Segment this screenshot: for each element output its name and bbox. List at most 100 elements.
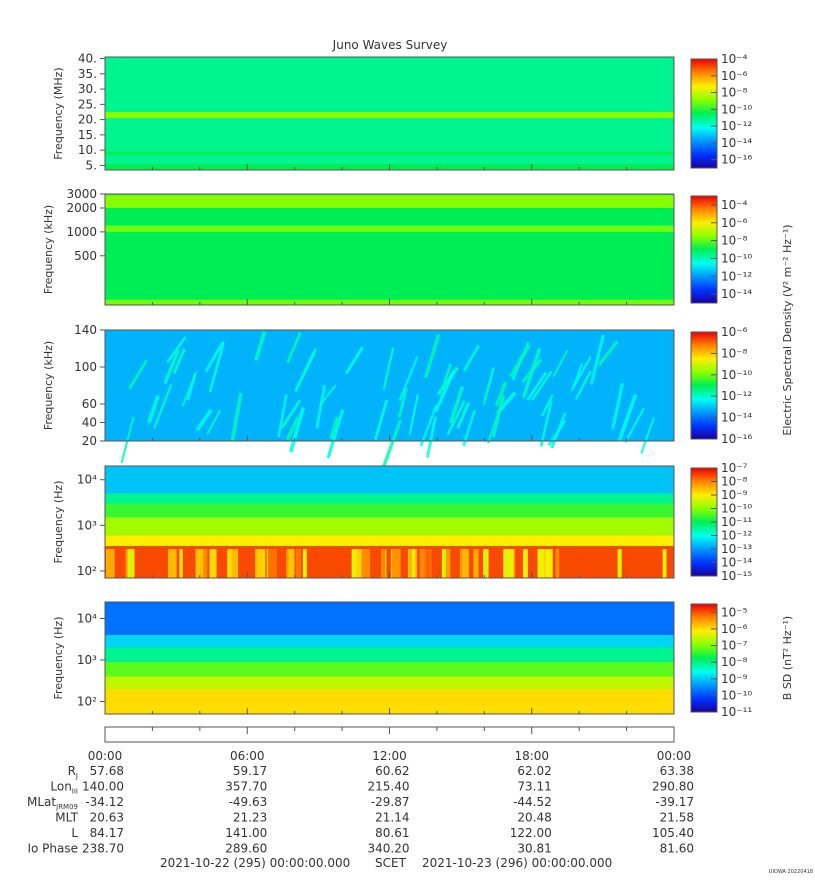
y-tick-label: 10² bbox=[77, 564, 97, 578]
emission-streak bbox=[179, 549, 183, 578]
emission-streak bbox=[419, 404, 438, 447]
y-tick-label: 3000 bbox=[66, 187, 97, 201]
emission-streak bbox=[280, 399, 302, 429]
colorbar-tick-label: 10⁻⁸ bbox=[721, 655, 748, 669]
spectrogram-band bbox=[105, 503, 674, 518]
colorbar-tick-label: 10⁻⁶ bbox=[721, 622, 748, 636]
y-tick-label: 15. bbox=[78, 128, 97, 142]
colorbar-tick-label: 10⁻¹⁴ bbox=[721, 287, 752, 301]
colorbar-tick-label: 10⁻⁵ bbox=[721, 605, 748, 619]
chart-title: Juno Waves Survey bbox=[332, 38, 448, 52]
colorbar-tick-label: 10⁻¹⁰ bbox=[721, 502, 752, 516]
ephemeris-value: 57.68 bbox=[90, 764, 124, 778]
ephemeris-value: 340.20 bbox=[368, 842, 410, 856]
ephemeris-value: 81.60 bbox=[660, 842, 694, 856]
colorbar-tick-label: 10⁻¹⁴ bbox=[721, 136, 752, 150]
emission-streak bbox=[541, 394, 554, 417]
emission-streak bbox=[295, 549, 301, 578]
emission-streak bbox=[462, 344, 480, 372]
colorbar-tick-label: 10⁻¹⁵ bbox=[721, 569, 752, 583]
emission-streak bbox=[662, 549, 667, 578]
ephemeris-label: Io Phase bbox=[27, 842, 78, 856]
colorbar-tick-label: 10⁻¹² bbox=[721, 269, 752, 283]
emission-streak bbox=[230, 549, 239, 578]
emission-streak bbox=[509, 344, 531, 378]
y-tick-label: 60 bbox=[82, 397, 97, 411]
emission-streak bbox=[127, 549, 134, 578]
spectrogram-panel-4: 10⁴ 10³ 10² Frequency (Hz) bbox=[52, 465, 675, 579]
emission-streak bbox=[428, 549, 432, 578]
emission-streak bbox=[172, 348, 186, 375]
emission-streak bbox=[574, 370, 592, 400]
y-tick-label: 500 bbox=[74, 249, 97, 263]
emission-streak bbox=[201, 549, 208, 578]
emission-streak bbox=[487, 394, 506, 444]
emission-streak bbox=[286, 331, 302, 364]
emission-streak bbox=[181, 371, 198, 407]
y-tick-label: 100 bbox=[74, 360, 97, 374]
emission-streak bbox=[555, 549, 560, 578]
colorbar-tick-label: 10⁻¹² bbox=[721, 529, 752, 543]
y-tick-label: 10⁴ bbox=[77, 473, 97, 487]
emission-streak bbox=[227, 549, 232, 578]
y-tick-label: 40 bbox=[82, 416, 97, 430]
y-tick-label: 140 bbox=[74, 323, 97, 337]
colorbar-gradient bbox=[690, 603, 718, 713]
colorbar-tick-label: 10⁻⁶ bbox=[721, 69, 748, 83]
emission-streak bbox=[571, 363, 583, 389]
emission-streak bbox=[397, 387, 408, 418]
emission-streak bbox=[106, 549, 115, 578]
emission-streak bbox=[120, 416, 135, 464]
ephemeris-label: MLT bbox=[55, 811, 78, 825]
ephemeris-value: 290.80 bbox=[652, 780, 694, 794]
emission-streak bbox=[617, 394, 638, 442]
emission-streak bbox=[539, 400, 553, 447]
emission-streak bbox=[398, 356, 419, 402]
emission-streak bbox=[293, 352, 316, 393]
ephemeris-value: 84.17 bbox=[90, 826, 124, 840]
y-tick-label: 35. bbox=[78, 67, 97, 81]
emission-streak bbox=[269, 549, 278, 578]
emission-streak bbox=[163, 348, 181, 385]
spectrogram-panel-1: 40.35.30.25. 20.15.10.5. Frequency (MHz) bbox=[52, 52, 675, 172]
colorbar-gradient bbox=[690, 331, 718, 440]
time-tick-label: 12:00 bbox=[372, 749, 407, 763]
emission-streak bbox=[482, 380, 492, 406]
emission-streak bbox=[382, 347, 395, 390]
ephemeris-value: 215.40 bbox=[368, 780, 410, 794]
emission-streak bbox=[254, 331, 267, 361]
time-tick-label: 00:00 bbox=[657, 749, 692, 763]
ephemeris-value: 140.00 bbox=[82, 780, 124, 794]
emission-streak bbox=[523, 549, 528, 578]
y-axis-label: Frequency (kHz) bbox=[42, 341, 55, 430]
ephemeris-label: LonIII bbox=[50, 780, 78, 796]
colorbar-tick-label: 10⁻¹⁶ bbox=[721, 432, 752, 446]
colorbar-tick-label: 10⁻¹¹ bbox=[721, 705, 752, 719]
colorbar-3: 10⁻⁶ 10⁻⁸ 10⁻¹⁰ 10⁻¹² 10⁻¹⁴ 10⁻¹⁶ bbox=[690, 325, 752, 446]
ephemeris-value: 21.58 bbox=[660, 811, 694, 825]
time-axis-ticks: 00:00 06:00 12:00 18:00 00:00 bbox=[88, 727, 692, 763]
emission-streak bbox=[357, 549, 365, 578]
colorbar-tick-label: 10⁻⁸ bbox=[721, 346, 748, 360]
ephemeris-value: 20.48 bbox=[517, 811, 551, 825]
footer-scet: SCET bbox=[375, 856, 407, 870]
ephemeris-value: 357.70 bbox=[225, 780, 267, 794]
spectrogram-band bbox=[105, 493, 674, 504]
colorbar-tick-label: 10⁻¹⁴ bbox=[721, 411, 752, 425]
y-tick-label: 20. bbox=[78, 113, 97, 127]
colorbar-tick-label: 10⁻¹⁶ bbox=[721, 153, 752, 167]
colorbar-tick-label: 10⁻¹⁰ bbox=[721, 251, 752, 265]
colorbar-tick-label: 10⁻¹³ bbox=[721, 542, 752, 556]
colorbar-tick-label: 10⁻¹⁰ bbox=[721, 688, 752, 702]
emission-streak bbox=[373, 399, 389, 441]
emission-streak bbox=[423, 333, 441, 378]
emission-streak bbox=[441, 549, 447, 578]
emission-streak bbox=[285, 416, 300, 441]
emission-streak bbox=[537, 549, 545, 578]
ephemeris-value: 20.63 bbox=[90, 811, 124, 825]
emission-streak bbox=[289, 407, 305, 453]
emission-streak bbox=[448, 386, 465, 424]
ephemeris-label: MLatJRM09 bbox=[27, 795, 78, 811]
ephemeris-label-sub: III bbox=[72, 788, 78, 796]
